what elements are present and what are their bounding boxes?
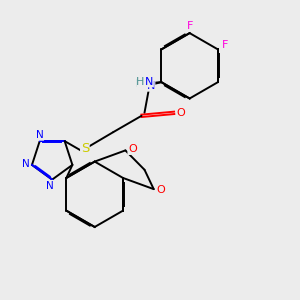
Text: S: S (81, 142, 89, 155)
Text: N: N (146, 81, 155, 91)
Text: F: F (222, 40, 228, 50)
Text: H: H (136, 77, 145, 87)
Text: F: F (186, 21, 193, 31)
Text: O: O (128, 144, 137, 154)
Text: H: H (135, 79, 143, 89)
Text: N: N (145, 77, 154, 87)
Text: O: O (177, 108, 185, 118)
Text: N: N (46, 181, 54, 190)
Text: N: N (22, 159, 30, 169)
Text: N: N (36, 130, 43, 140)
Text: O: O (156, 185, 165, 195)
